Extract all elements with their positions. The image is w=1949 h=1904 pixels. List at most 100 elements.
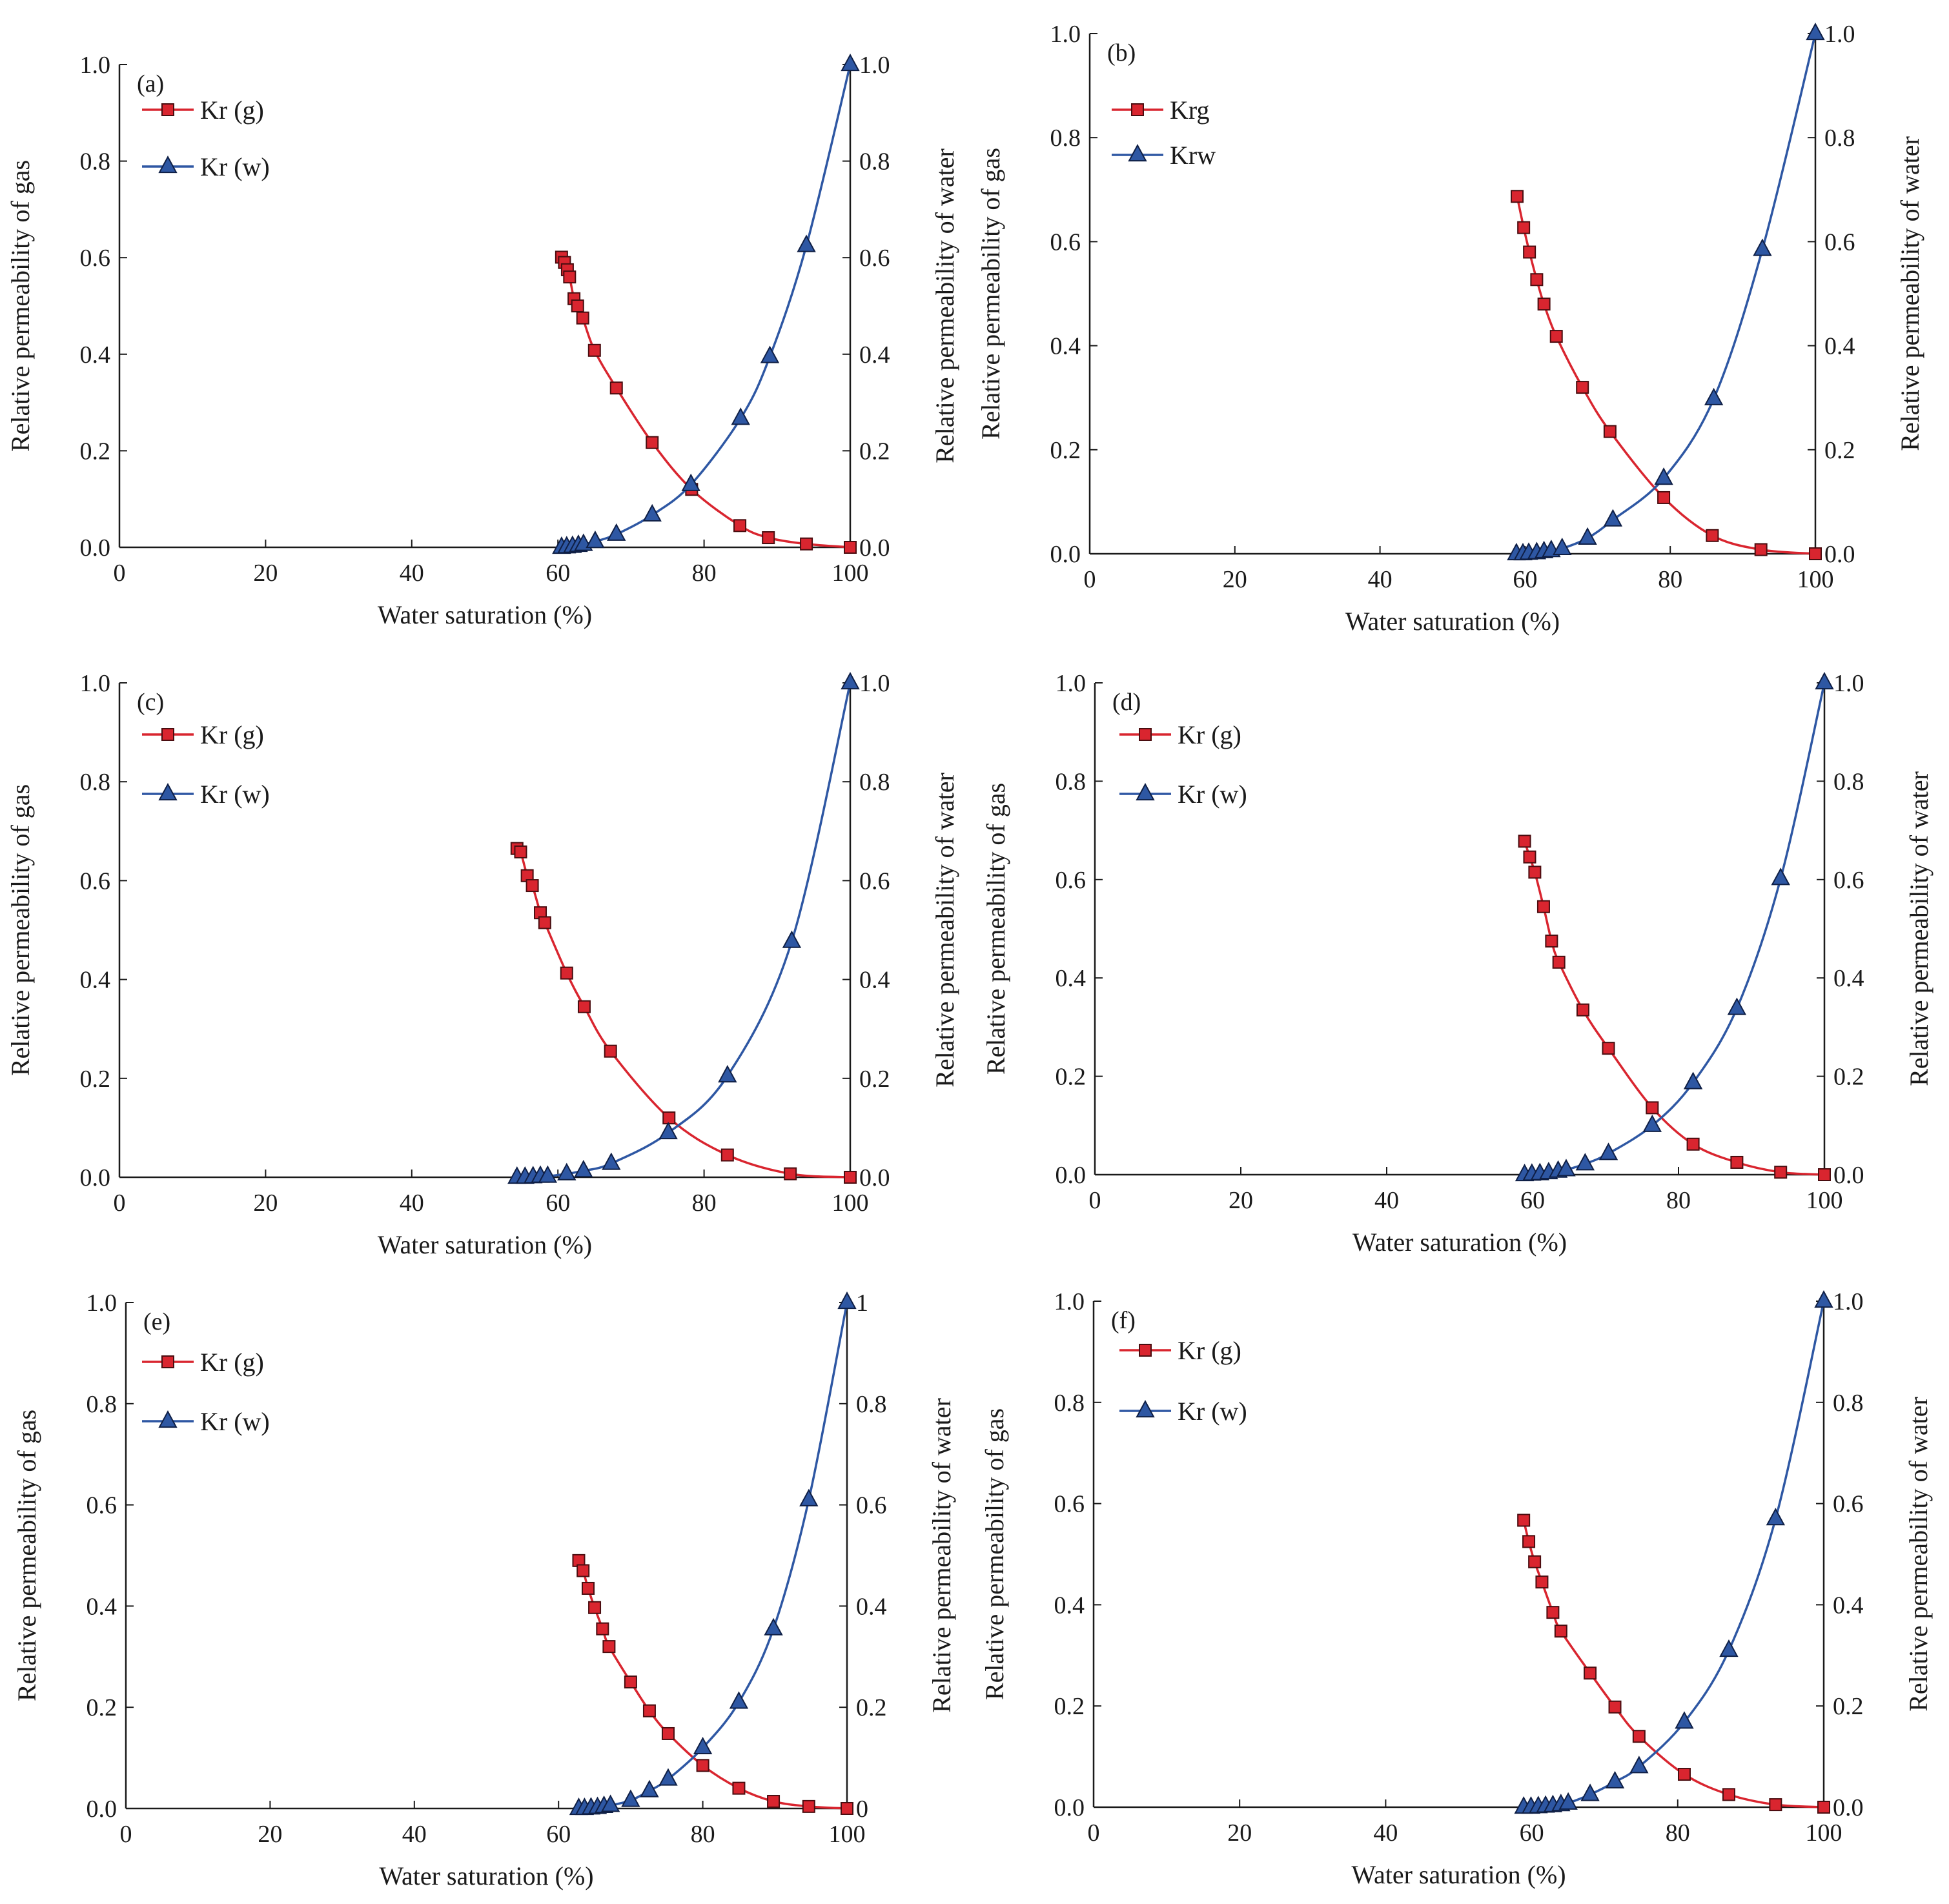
y-right-tick-label: 0.0 [1833,1162,1864,1189]
legend-label: Kr (w) [200,152,270,181]
x-tick-label: 100 [1806,1819,1842,1847]
legend-marker [1131,103,1144,116]
panel-d: 0 20 40 60 80 1000.00.20.40.60.81.00.00.20.40… [981,670,1934,1257]
data-point [574,1160,593,1178]
y-right-axis-title: Relative permeability of water [930,148,959,463]
x-axis-title: Water saturation (%) [378,600,592,629]
series-line [516,847,851,1179]
y-left-tick-label: 1.0 [1056,670,1087,697]
legend-label: Kr (w) [200,1407,270,1436]
y-right-tick-label: 0.4 [1833,965,1864,992]
y-left-tick-label: 0.6 [1056,867,1087,894]
data-point [841,54,860,72]
data-point [538,916,551,929]
y-left-axis-title: Relative permeability of gas [980,1408,1009,1700]
data-point [733,519,747,532]
y-left-tick-label: 0.4 [1050,333,1081,360]
series-line [561,64,852,549]
y-left-tick-label: 0.2 [1056,1064,1087,1091]
x-tick-label: 60 [546,560,570,587]
series-gas [555,250,857,554]
legend-label: Kr (w) [1178,1397,1247,1426]
data-point [563,270,577,284]
y-left-tick-label: 0.6 [80,867,111,895]
y-left-tick-label: 0.4 [87,1593,117,1620]
data-point [1753,238,1772,256]
x-tick-label: 100 [1797,566,1834,593]
x-tick-label: 80 [1658,566,1682,593]
data-point [1536,900,1550,913]
data-point [1654,467,1673,485]
legend-label: Kr (g) [200,720,264,749]
x-tick-label: 80 [691,1821,715,1848]
data-point [693,1736,713,1755]
y-right-tick-label: 0.8 [856,1391,887,1418]
data-point [1686,1137,1700,1151]
data-point [764,1617,783,1636]
x-tick-label: 60 [1520,1187,1545,1214]
data-point [1605,1770,1625,1788]
data-point [1517,1514,1531,1527]
series-line [1524,682,1826,1176]
data-point [607,523,626,541]
y-right-axis-title: Relative permeability of water [1895,136,1924,451]
data-point [1774,1166,1788,1179]
legend-label: Kr (g) [1178,1336,1241,1365]
legend-entry: Kr (g) [142,96,264,125]
data-point [1608,1700,1622,1714]
x-tick-label: 40 [1368,566,1393,593]
data-point [1556,1159,1576,1177]
legend-label: Kr (g) [1178,720,1241,749]
data-point [784,1167,797,1180]
y-right-tick-label: 1.0 [1824,21,1855,48]
series-line [516,682,852,1179]
y-right-tick-label: 0.6 [1824,228,1855,256]
data-point [767,1795,781,1808]
legend-label: Krg [1170,96,1209,125]
data-point [514,845,527,858]
x-axis-title: Water saturation (%) [1351,1860,1566,1889]
y-left-tick-label: 0.2 [1050,437,1081,464]
data-point [1706,529,1719,542]
data-point [1603,425,1617,438]
y-right-axis-title: Relative permeability of water [927,1398,956,1713]
data-point [1552,955,1566,969]
y-left-tick-label: 0.0 [80,534,111,562]
y-right-tick-label: 1 [856,1290,868,1317]
x-tick-label: 80 [692,1190,717,1217]
data-point [587,343,601,357]
y-right-tick-label: 0.6 [859,245,890,272]
legend-marker [1128,144,1147,162]
data-point [624,1676,637,1688]
panel-label: (e) [143,1308,170,1335]
data-point [1675,1711,1694,1729]
series-gas [572,1554,853,1815]
legend-entry: Kr (w) [1119,1397,1247,1426]
y-left-tick-label: 0.2 [1054,1693,1085,1720]
legend-marker [158,156,178,174]
data-point [1722,1788,1735,1801]
data-point [646,436,659,449]
x-tick-label: 80 [692,560,717,587]
data-point [1769,1798,1782,1812]
panel-label: (d) [1112,689,1141,716]
data-point [1546,1606,1560,1619]
data-point [1537,298,1551,311]
panel-f: 0 20 40 60 80 1000.00.20.40.60.81.00.00.20.40… [980,1288,1933,1889]
data-point [1549,330,1563,343]
data-point [1677,1768,1691,1781]
data-point [1766,1508,1786,1526]
y-left-tick-label: 1.0 [87,1290,117,1317]
series-gas [1511,190,1822,560]
data-point [1646,1101,1659,1115]
y-right-tick-label: 0.0 [1824,541,1855,568]
data-point [602,1640,616,1654]
y-right-tick-label: 0.4 [1833,1592,1864,1619]
panel-b: 0 20 40 60 80 1000.00.20.40.60.81.00.00.20.40… [976,21,1924,636]
y-left-axis-title: Relative permeability of gas [976,148,1005,440]
y-left-tick-label: 0.6 [1054,1491,1085,1518]
y-left-tick-label: 1.0 [80,670,111,697]
data-point [538,1165,558,1183]
y-right-tick-label: 0.4 [859,341,890,369]
legend-marker [1136,783,1155,801]
